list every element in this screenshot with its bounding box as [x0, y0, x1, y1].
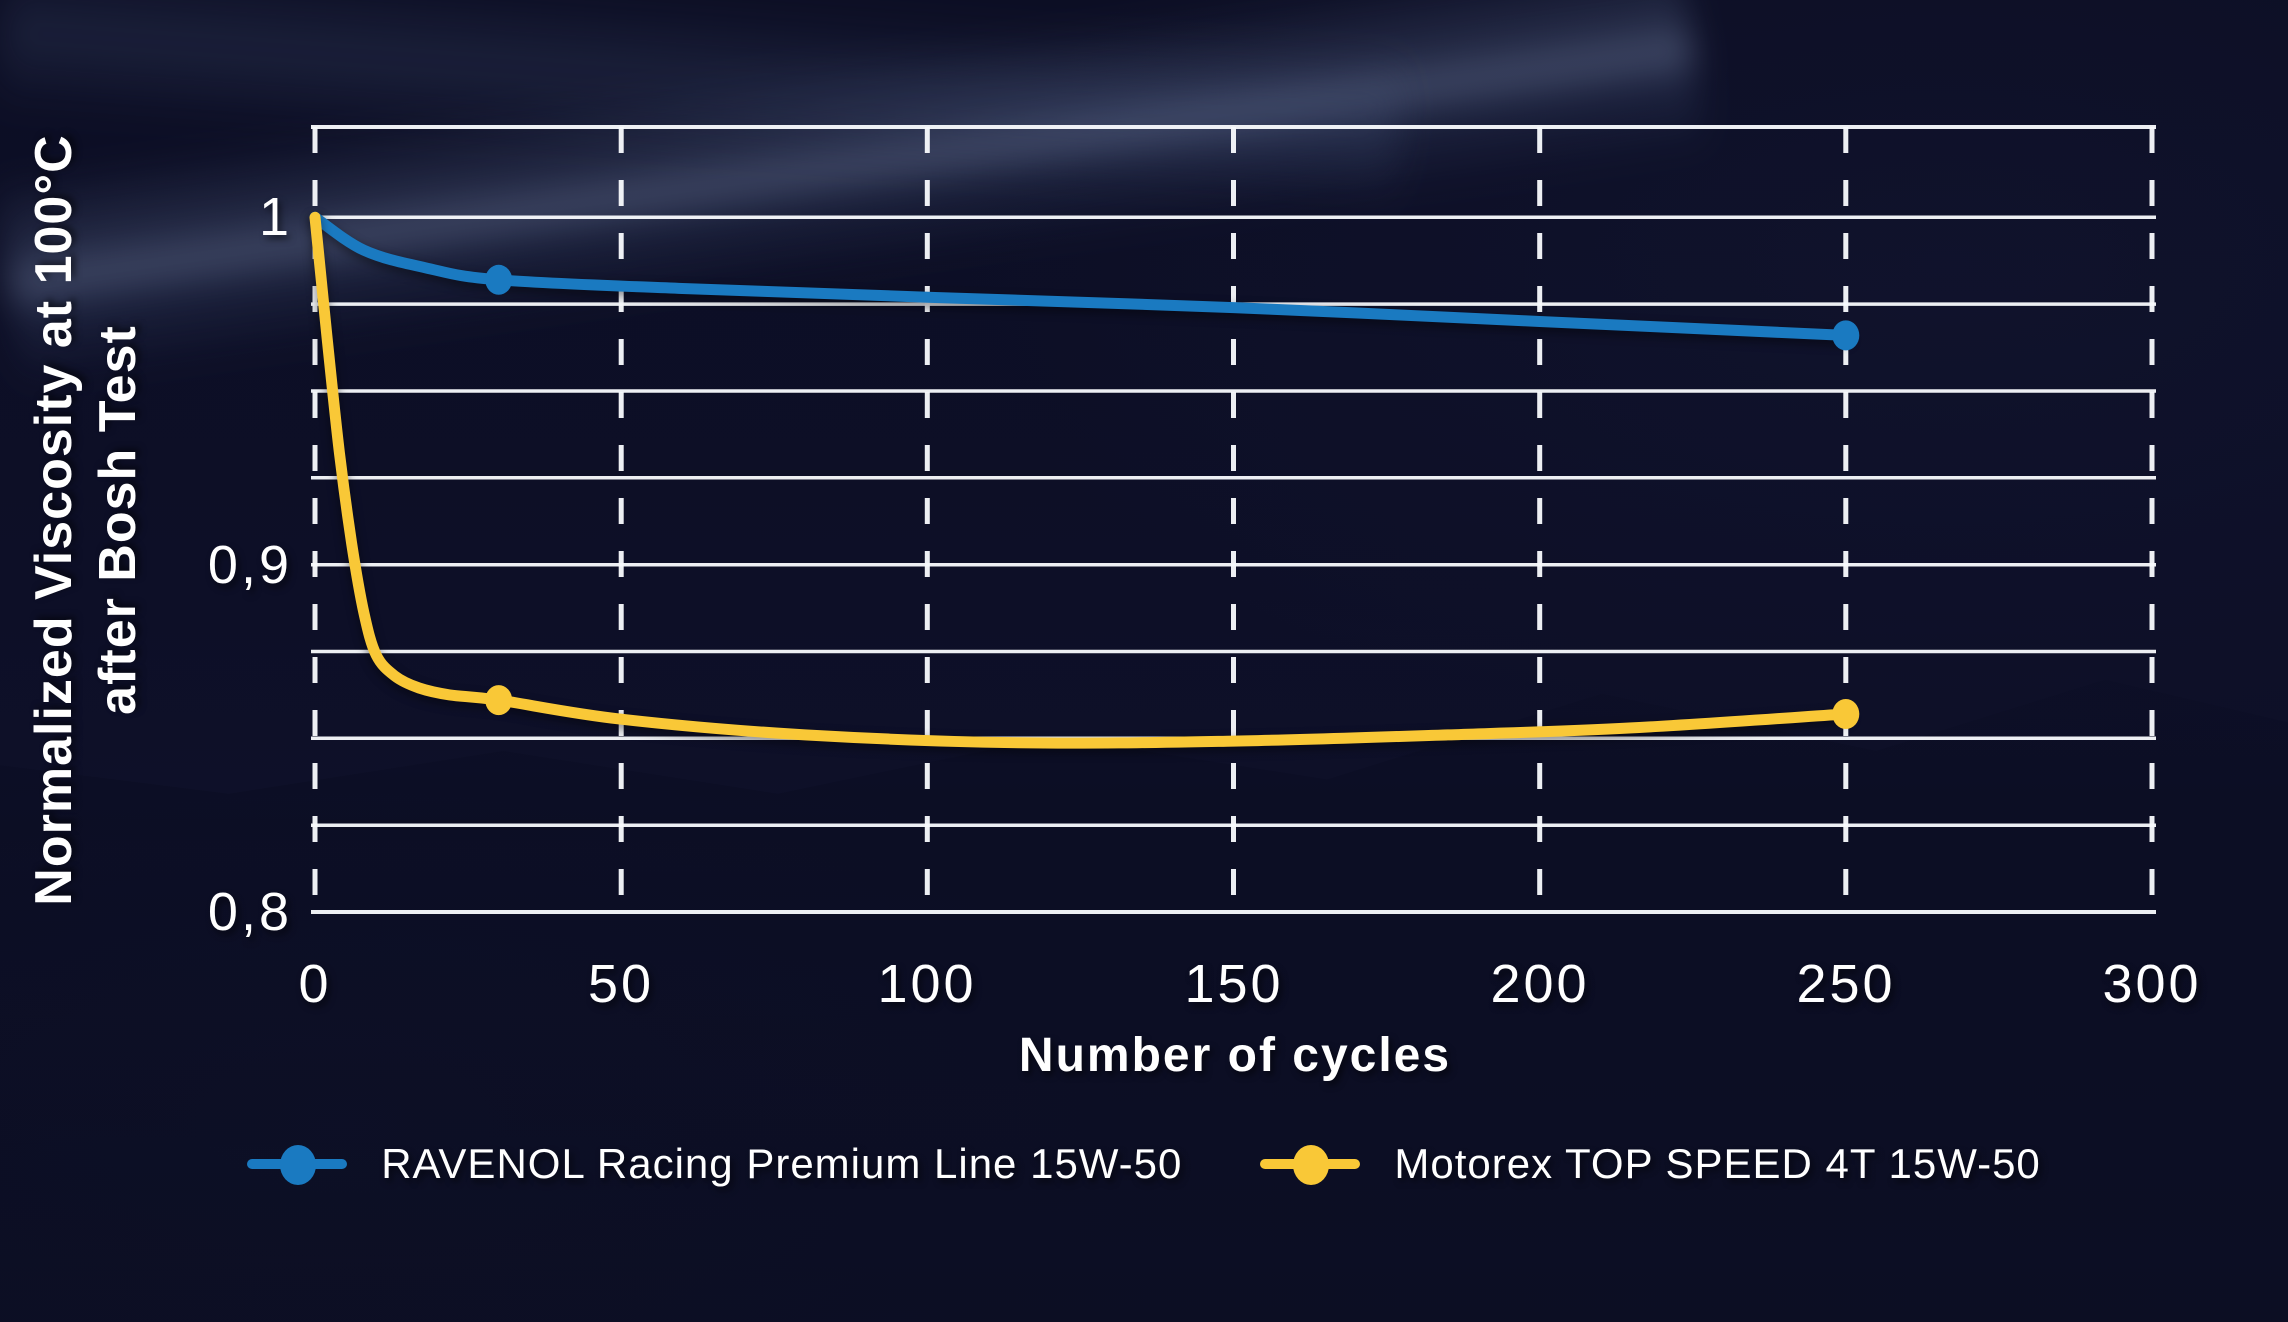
x-axis-title: Number of cycles: [1018, 1029, 1452, 1082]
x-tick-label: 0: [298, 954, 332, 1014]
data-point-marker: [1832, 699, 1860, 729]
legend-dot-icon: [280, 1145, 317, 1185]
x-tick-label: 300: [2102, 954, 2202, 1014]
x-tick-label: 150: [1184, 954, 1284, 1014]
legend-marker-blue: [247, 1144, 348, 1185]
legend-item-ravenol: RAVENOL Racing Premium Line 15W-50: [247, 1140, 1182, 1188]
data-series: [309, 211, 1860, 749]
x-tick-label: 100: [877, 954, 977, 1014]
legend-marker-yellow: [1260, 1144, 1361, 1185]
chart-legend: RAVENOL Racing Premium Line 15W-50 Motor…: [0, 1128, 2288, 1200]
y-tick-label: 0,9: [207, 535, 292, 595]
y-tick-label: 0,8: [207, 882, 292, 942]
grid-lines: [311, 127, 2156, 912]
x-tick-label: 200: [1490, 954, 1590, 1014]
legend-item-motorex: Motorex TOP SPEED 4T 15W-50: [1260, 1140, 2040, 1188]
data-point-marker: [485, 264, 513, 295]
legend-dot-icon: [1293, 1145, 1330, 1185]
y-tick-label: 1: [258, 187, 292, 247]
series-line-0: [309, 211, 1852, 341]
legend-label-motorex: Motorex TOP SPEED 4T 15W-50: [1394, 1140, 2041, 1187]
legend-label-ravenol: RAVENOL Racing Premium Line 15W-50: [381, 1140, 1183, 1187]
plot-frame: [311, 125, 2156, 914]
series-line-1: [309, 211, 1852, 749]
x-tick-label: 250: [1796, 954, 1896, 1014]
data-point-marker: [1832, 320, 1860, 351]
data-point-marker: [485, 685, 513, 716]
x-tick-label: 50: [587, 954, 655, 1014]
